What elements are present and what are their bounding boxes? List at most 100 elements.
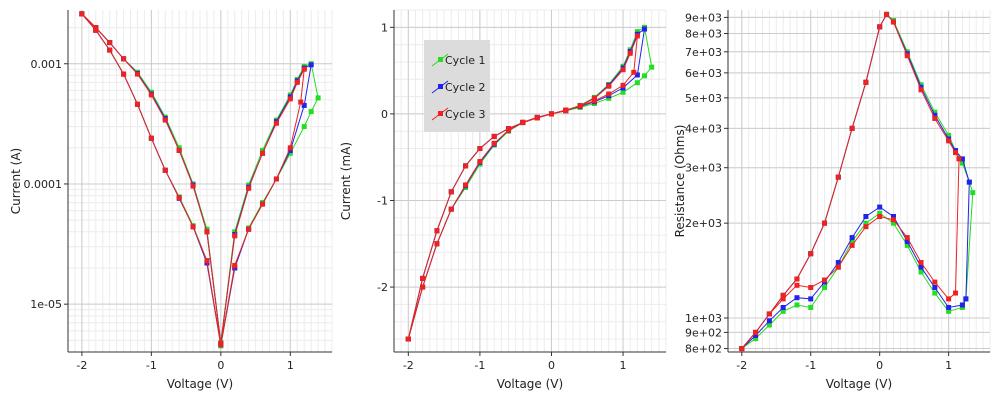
y-tick-label: 9e+02 bbox=[685, 326, 722, 339]
data-point bbox=[606, 95, 612, 101]
data-point bbox=[121, 56, 127, 62]
data-point bbox=[634, 72, 640, 78]
data-point bbox=[606, 83, 612, 89]
data-point bbox=[794, 282, 800, 288]
data-point bbox=[863, 79, 869, 85]
data-point bbox=[766, 322, 772, 328]
series-1 bbox=[739, 11, 976, 352]
x-tick-label: 1 bbox=[287, 359, 294, 372]
data-point bbox=[918, 87, 924, 93]
y-tick-label: -1 bbox=[377, 194, 388, 207]
data-point bbox=[121, 71, 127, 77]
data-point bbox=[932, 279, 938, 285]
data-point bbox=[808, 296, 814, 302]
x-tick-label: -1 bbox=[146, 359, 157, 372]
data-point bbox=[298, 99, 304, 105]
data-point bbox=[808, 284, 814, 290]
data-point bbox=[162, 167, 168, 173]
data-point bbox=[877, 24, 883, 30]
data-point bbox=[794, 276, 800, 282]
data-point bbox=[246, 185, 252, 191]
legend-swatch-marker bbox=[438, 57, 443, 62]
data-point bbox=[932, 284, 938, 290]
y-axis-title: Resistance (Ohms) bbox=[673, 125, 687, 238]
data-point bbox=[849, 235, 855, 241]
y-tick-label: 6e+03 bbox=[685, 67, 722, 80]
x-tick-label: -1 bbox=[805, 359, 816, 372]
data-point bbox=[904, 242, 910, 248]
data-point bbox=[766, 311, 772, 317]
y-tick-label: 8e+03 bbox=[685, 28, 722, 41]
y-tick-label: 0.001 bbox=[31, 58, 63, 71]
data-point bbox=[946, 296, 952, 302]
data-point bbox=[405, 336, 411, 342]
data-point bbox=[591, 98, 597, 104]
data-point bbox=[835, 260, 841, 266]
data-point bbox=[959, 156, 965, 162]
data-point bbox=[959, 160, 965, 166]
data-point bbox=[766, 318, 772, 324]
data-point bbox=[963, 296, 969, 302]
data-point bbox=[434, 241, 440, 247]
y-tick-label: 0.0001 bbox=[24, 178, 63, 191]
data-point bbox=[260, 147, 266, 153]
data-point bbox=[246, 226, 252, 232]
data-point bbox=[287, 96, 293, 102]
data-point bbox=[287, 147, 293, 153]
data-point bbox=[448, 206, 454, 212]
series-3 bbox=[79, 11, 307, 348]
data-point bbox=[491, 133, 497, 139]
data-point bbox=[780, 304, 786, 310]
data-point bbox=[273, 120, 279, 126]
y-tick-label: 7e+03 bbox=[685, 46, 722, 59]
data-point bbox=[634, 29, 640, 35]
data-point bbox=[491, 140, 497, 146]
data-point bbox=[794, 302, 800, 308]
y-tick-label: 8e+02 bbox=[685, 343, 722, 356]
y-tick-label: 1e+03 bbox=[685, 312, 722, 325]
data-point bbox=[606, 91, 612, 97]
data-point bbox=[966, 179, 972, 185]
data-point bbox=[877, 214, 883, 220]
data-point bbox=[634, 80, 640, 86]
data-point bbox=[232, 229, 238, 235]
y-tick-label: 1e-05 bbox=[30, 298, 62, 311]
data-point bbox=[620, 67, 626, 73]
data-point bbox=[463, 182, 469, 188]
data-point bbox=[620, 82, 626, 88]
y-axis-title: Current (A) bbox=[9, 148, 23, 214]
data-point bbox=[577, 103, 583, 109]
data-point bbox=[563, 107, 569, 113]
data-point bbox=[148, 135, 154, 141]
data-point bbox=[162, 117, 168, 123]
data-point bbox=[107, 40, 113, 46]
data-point bbox=[932, 290, 938, 296]
legend-label: Cycle 1 bbox=[445, 54, 486, 67]
data-point bbox=[849, 238, 855, 244]
data-point bbox=[134, 71, 140, 77]
data-point bbox=[822, 277, 828, 283]
x-axis-title: Voltage (V) bbox=[826, 377, 892, 391]
data-point bbox=[918, 260, 924, 266]
legend-swatch-marker bbox=[438, 111, 443, 116]
data-point bbox=[890, 19, 896, 25]
data-point bbox=[190, 224, 196, 230]
data-point bbox=[642, 26, 648, 32]
data-point bbox=[953, 290, 959, 296]
data-point bbox=[946, 132, 952, 138]
data-point bbox=[918, 264, 924, 270]
legend-swatch-marker bbox=[438, 84, 443, 89]
y-tick-label: -2 bbox=[377, 281, 388, 294]
data-point bbox=[93, 25, 99, 31]
data-point bbox=[448, 189, 454, 195]
data-point bbox=[134, 101, 140, 107]
data-point bbox=[301, 66, 307, 72]
data-point bbox=[863, 214, 869, 220]
data-point bbox=[287, 145, 293, 151]
data-point bbox=[918, 269, 924, 275]
data-point bbox=[477, 159, 483, 165]
x-axis-title: Voltage (V) bbox=[167, 377, 233, 391]
data-point bbox=[315, 95, 321, 101]
data-point bbox=[273, 176, 279, 182]
data-point bbox=[780, 296, 786, 302]
